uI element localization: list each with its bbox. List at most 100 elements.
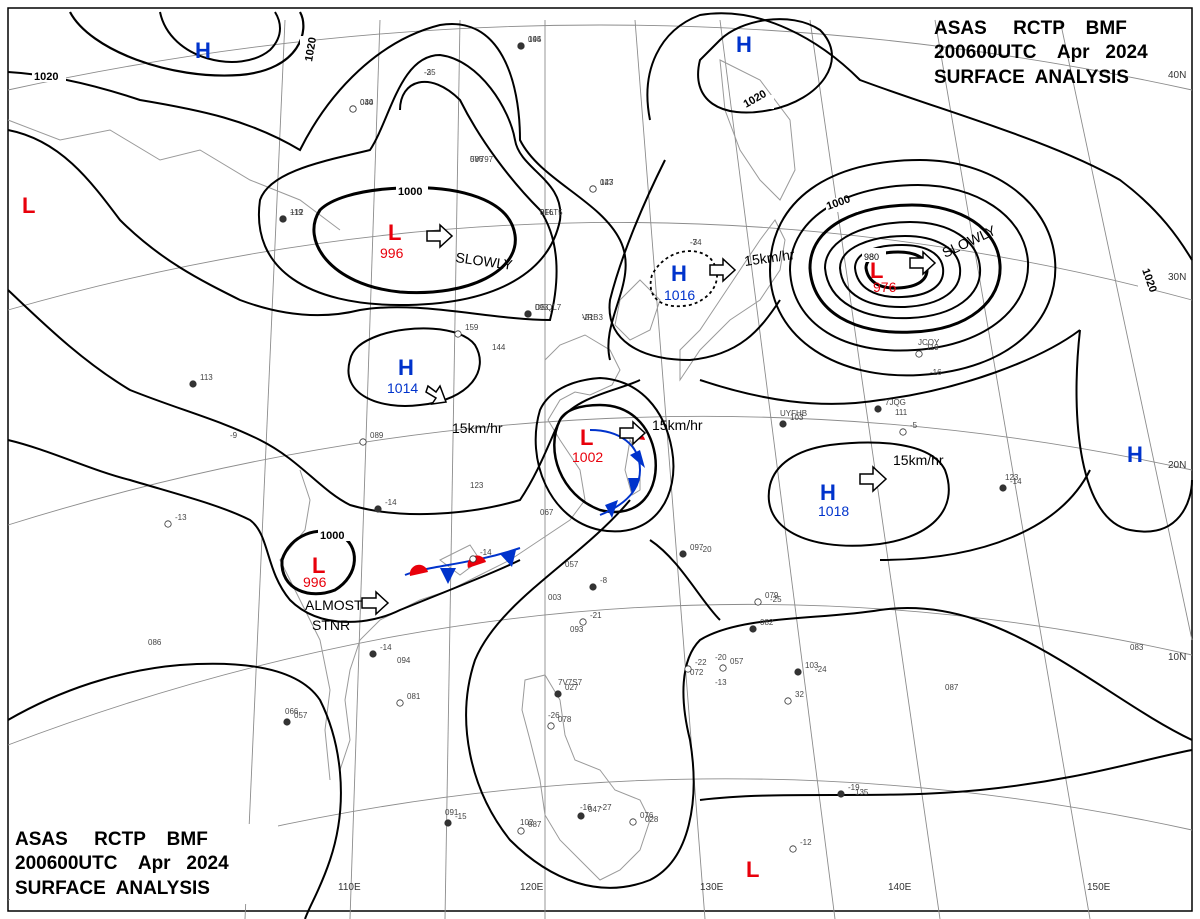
header-line-1: ASAS RCTP BMF bbox=[934, 18, 1127, 39]
isobar-1020-ne bbox=[646, 12, 1193, 261]
isobar-label: 1000 bbox=[398, 186, 422, 198]
isobar-1000-low-sw bbox=[280, 529, 356, 596]
isobar-japan-west bbox=[608, 159, 781, 362]
meridian-115e bbox=[444, 19, 461, 919]
station-circle bbox=[369, 650, 377, 658]
station-value: 7V7S7 bbox=[558, 678, 583, 687]
high-pressure-value: 1014 bbox=[387, 380, 418, 396]
station-value: 093 bbox=[570, 625, 584, 634]
station-circle bbox=[444, 819, 452, 827]
isobar-high-1018 bbox=[767, 441, 950, 547]
motion-arrow bbox=[619, 420, 647, 446]
motion-label-speed: 15km/hr bbox=[893, 452, 944, 468]
isobar-low-976-inner-2 bbox=[838, 234, 962, 309]
station-circle bbox=[684, 665, 692, 673]
high-pressure-value: 1018 bbox=[818, 503, 849, 519]
station-circle bbox=[794, 668, 802, 676]
low-pressure-center: L bbox=[312, 553, 325, 578]
motion-arrow bbox=[426, 223, 454, 249]
station-value: -14 bbox=[380, 643, 392, 652]
lat-label-20n: 20N bbox=[1168, 460, 1186, 471]
isobar-label: 1020 bbox=[303, 36, 319, 62]
station-value: -27 bbox=[600, 803, 612, 812]
station-value: 057 bbox=[294, 711, 308, 720]
motion-arrow bbox=[425, 384, 448, 405]
station-value: 097 bbox=[690, 543, 704, 552]
station-circle bbox=[837, 790, 845, 798]
station-value: 3FLT5 bbox=[540, 208, 563, 217]
station-circle bbox=[784, 697, 792, 705]
station-value: -20 bbox=[700, 545, 712, 554]
station-value: 089 bbox=[370, 431, 384, 440]
isobar-low-976-outer-2 bbox=[788, 183, 1030, 352]
station-value: 119 bbox=[926, 343, 939, 352]
high-pressure-center: H bbox=[1127, 442, 1143, 467]
station-value: -12 bbox=[800, 838, 812, 847]
station-value: 113 bbox=[200, 373, 213, 382]
isobar-1020-north bbox=[69, 11, 305, 77]
station-circle bbox=[349, 105, 357, 113]
station-value: 043 bbox=[600, 178, 614, 187]
station-circle bbox=[719, 664, 727, 672]
station-value: 119 bbox=[290, 208, 303, 217]
station-value: 111 bbox=[895, 408, 908, 417]
station-circle bbox=[517, 42, 525, 50]
parallel-10n bbox=[7, 603, 1193, 746]
isobar-1002-low bbox=[553, 403, 657, 514]
header-top-right: ASAS RCTP BMF 200600UTC Apr 2024 SURFACE… bbox=[934, 18, 1148, 88]
station-circle bbox=[396, 699, 404, 707]
low-pressure-value: 996 bbox=[303, 574, 327, 590]
station-value: 082 bbox=[760, 618, 774, 627]
isobar-south-west bbox=[7, 662, 342, 919]
korea bbox=[614, 279, 661, 341]
station-value: -15 bbox=[455, 812, 467, 821]
high-pressure-center: H bbox=[398, 355, 414, 380]
motion-arrow bbox=[859, 465, 888, 493]
isobar-label: 1000 bbox=[320, 530, 344, 542]
grid-labels: 110E 120E 130E 140E 150E 40N 30N 20N 10N bbox=[338, 70, 1186, 893]
motion-label-speed: 15km/hr bbox=[652, 417, 703, 433]
station-circle bbox=[589, 185, 597, 193]
station-circle bbox=[164, 520, 172, 528]
station-circle bbox=[749, 625, 757, 633]
lat-label-40n: 40N bbox=[1168, 70, 1186, 81]
station-circle bbox=[524, 310, 532, 318]
station-circle bbox=[589, 583, 597, 591]
station-value: -14 bbox=[480, 548, 492, 557]
station-circle bbox=[517, 827, 525, 835]
parallel-20n bbox=[7, 415, 1193, 526]
cold-front-symbol bbox=[605, 500, 618, 518]
station-value: 047 bbox=[588, 805, 602, 814]
station-value: -25 bbox=[424, 68, 436, 77]
station-value: DSQL7 bbox=[535, 303, 562, 312]
station-value: 7JQG bbox=[885, 398, 906, 407]
high-pressure-center: H bbox=[736, 32, 752, 57]
meridian-160e bbox=[1059, 19, 1193, 641]
cold-front-symbol bbox=[628, 478, 640, 494]
isobar-high-1014 bbox=[347, 327, 481, 407]
station-value: 32 bbox=[795, 690, 804, 699]
station-value: -13 bbox=[175, 513, 187, 522]
header-line-3: SURFACE ANALYSIS bbox=[15, 878, 210, 899]
station-value: 103 bbox=[805, 661, 819, 670]
isobar-mid bbox=[7, 81, 558, 322]
lon-label-140e: 140E bbox=[888, 882, 912, 893]
motion-label-almost: ALMOST bbox=[305, 597, 363, 613]
station-circle bbox=[629, 818, 637, 826]
parallel-30n bbox=[7, 221, 1193, 311]
motion-label-speed: 15km/hr bbox=[743, 246, 796, 269]
station-value: 027 bbox=[565, 683, 579, 692]
graticule bbox=[7, 19, 1193, 919]
station-value: 078 bbox=[558, 715, 572, 724]
station-circle bbox=[577, 812, 585, 820]
station-value: 083 bbox=[1130, 643, 1144, 652]
cold-front-symbol bbox=[630, 450, 645, 468]
station-value: 057 bbox=[565, 560, 579, 569]
station-value: 066 bbox=[285, 707, 299, 716]
meridian-110e bbox=[349, 19, 381, 919]
isobar-link bbox=[649, 539, 721, 621]
high-pressure-center: H bbox=[820, 480, 836, 505]
station-circle bbox=[999, 484, 1007, 492]
station-value: 081 bbox=[407, 692, 421, 701]
isobar-mid-east bbox=[699, 329, 1081, 405]
